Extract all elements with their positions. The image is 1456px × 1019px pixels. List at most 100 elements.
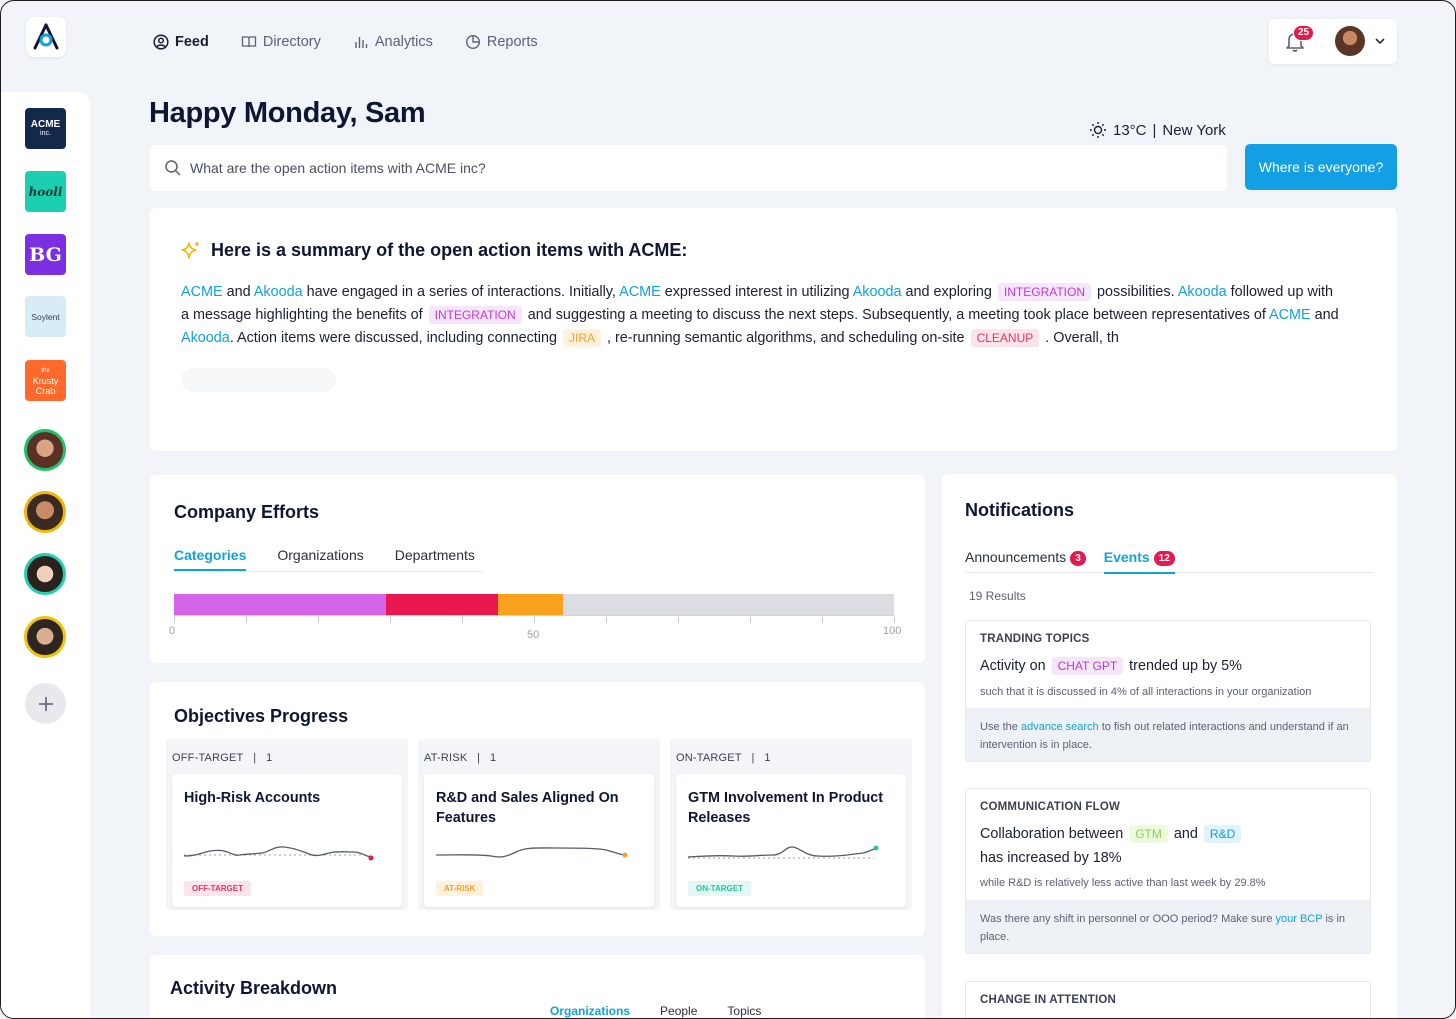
count-badge: 3 xyxy=(1070,550,1086,566)
tab-people[interactable]: People xyxy=(660,1004,698,1018)
notification-line: Activity on CHAT GPT trended up by 5% xyxy=(980,657,1242,675)
sidebar: ACME inc. hooli BG Soylent the Krusty Cr… xyxy=(1,92,90,1018)
entity-link[interactable]: Akooda xyxy=(181,330,230,346)
loading-skeleton xyxy=(181,368,336,392)
axis-tick xyxy=(390,616,391,623)
summary-text: possibilities. xyxy=(1093,284,1178,300)
company-efforts-card: Company Efforts Categories Organizations… xyxy=(150,475,925,663)
sidebar-item-acme[interactable]: ACME inc. xyxy=(25,108,66,149)
tab-topics[interactable]: Topics xyxy=(727,1004,762,1018)
efforts-axis xyxy=(174,615,895,623)
axis-tick xyxy=(534,616,535,623)
entity-link[interactable]: Akooda xyxy=(852,284,902,300)
acme-logo-text: ACME xyxy=(30,118,61,130)
bcp-link[interactable]: your BCP xyxy=(1275,913,1323,925)
topic-tag[interactable]: CLEANUP xyxy=(970,329,1040,347)
acme-logo-sub: inc. xyxy=(40,129,51,137)
entity-link[interactable]: Akooda xyxy=(253,284,303,300)
objectives-progress-card: Objectives Progress OFF-TARGET | 1 High-… xyxy=(150,682,925,936)
axis-label-mid: 50 xyxy=(527,629,540,641)
axis-tick xyxy=(318,616,319,623)
topic-tag[interactable]: JIRA xyxy=(562,329,601,347)
entity-link[interactable]: Akooda xyxy=(1177,284,1227,300)
footer-text: Was there any shift in personnel or OOO … xyxy=(980,913,1276,925)
user-avatar[interactable] xyxy=(1335,26,1365,56)
notification-card[interactable]: COMMUNICATION FLOW Collaboration between… xyxy=(965,788,1371,954)
search-input[interactable]: What are the open action items with ACME… xyxy=(150,145,1227,191)
nav-reports[interactable]: Reports xyxy=(465,31,538,53)
bar-segment[interactable] xyxy=(386,594,498,615)
summary-text: and suggesting a meeting to discuss the … xyxy=(523,307,1270,323)
tab-events[interactable]: Events 12 xyxy=(1103,549,1175,574)
count-badge: 12 xyxy=(1153,550,1175,566)
app-logo[interactable] xyxy=(26,17,66,57)
bar-segment[interactable] xyxy=(174,594,387,615)
user-menu: 25 xyxy=(1269,19,1397,64)
weather-temp: 13°C xyxy=(1113,121,1147,139)
notification-heading: TRANDING TOPICS xyxy=(980,633,1090,645)
activity-title: Activity Breakdown xyxy=(170,978,338,998)
topic-tag[interactable]: R&D xyxy=(1203,825,1242,843)
summary-text: have engaged in a series of interactions… xyxy=(302,284,620,300)
sidebar-person-avatar[interactable] xyxy=(24,429,66,471)
summary-text: and exploring xyxy=(901,284,996,300)
sidebar-person-avatar[interactable] xyxy=(24,553,66,595)
nav-feed[interactable]: Feed xyxy=(153,31,209,53)
tab-organizations[interactable]: Organizations xyxy=(550,1004,631,1018)
nav-directory-label: Directory xyxy=(262,34,321,50)
notification-badge: 25 xyxy=(1293,25,1315,41)
nav-directory[interactable]: Directory xyxy=(241,31,321,53)
entity-link[interactable]: ACME xyxy=(619,284,661,300)
summary-text: . Action items were discussed, including… xyxy=(229,330,561,346)
objective-card[interactable]: GTM Involvement In Product Releases ON-T… xyxy=(676,774,906,907)
status-badge: OFF-TARGET xyxy=(184,881,251,896)
topic-tag[interactable]: GTM xyxy=(1129,825,1168,843)
bar-segment[interactable] xyxy=(497,594,563,615)
notification-text: Activity on xyxy=(980,658,1046,674)
efforts-stacked-bar xyxy=(174,594,894,615)
hooli-logo-text: hooli xyxy=(28,184,63,199)
pie-chart-icon xyxy=(465,34,480,50)
search-icon xyxy=(165,160,181,176)
add-button[interactable] xyxy=(25,683,66,724)
advance-search-link[interactable]: advance search xyxy=(1020,721,1099,733)
axis-tick xyxy=(894,616,895,623)
summary-body: ACME and Akooda have engaged in a series… xyxy=(181,281,1341,350)
notification-subtext: such that it is discussed in 4% of all i… xyxy=(980,686,1312,698)
topic-tag[interactable]: INTEGRATION xyxy=(428,306,522,324)
sidebar-item-bg[interactable]: BG xyxy=(25,234,66,275)
entity-link[interactable]: ACME xyxy=(1269,307,1311,323)
where-is-everyone-button[interactable]: Where is everyone? xyxy=(1245,144,1397,190)
bg-logo-text: BG xyxy=(29,243,62,266)
sidebar-person-avatar[interactable] xyxy=(24,491,66,533)
objective-sparkline xyxy=(436,847,628,858)
topic-tag[interactable]: CHAT GPT xyxy=(1051,657,1124,675)
sidebar-person-avatar[interactable] xyxy=(24,616,66,658)
summary-text: expressed interest in utilizing xyxy=(660,284,853,300)
sidebar-item-krusty-crab[interactable]: the Krusty Crab xyxy=(25,360,66,401)
objective-card[interactable]: High-Risk Accounts OFF-TARGET xyxy=(172,774,402,907)
sidebar-item-hooli[interactable]: hooli xyxy=(25,171,66,212)
plus-icon xyxy=(38,696,53,711)
tab-categories[interactable]: Categories xyxy=(174,547,247,571)
notification-card[interactable]: TRANDING TOPICS Activity on CHAT GPT tre… xyxy=(965,620,1371,762)
notification-card[interactable]: CHANGE IN ATTENTION xyxy=(965,981,1371,1018)
objective-card[interactable]: R&D and Sales Aligned On Features AT-RIS… xyxy=(424,774,654,907)
separator: | xyxy=(751,752,755,764)
sparkle-icon xyxy=(181,241,199,259)
book-icon xyxy=(241,36,256,48)
topic-tag[interactable]: INTEGRATION xyxy=(997,283,1092,301)
nav-analytics[interactable]: Analytics xyxy=(353,31,433,53)
tab-departments[interactable]: Departments xyxy=(394,547,475,563)
objective-column-off-target: OFF-TARGET | 1 High-Risk Accounts OFF-TA… xyxy=(166,739,408,910)
top-nav: Feed Directory Analytics Reports xyxy=(153,31,570,53)
entity-link[interactable]: ACME xyxy=(181,284,223,300)
objectives-title: Objectives Progress xyxy=(174,706,349,726)
chevron-down-icon[interactable] xyxy=(1373,34,1387,48)
sidebar-item-soylent[interactable]: Soylent xyxy=(25,296,66,337)
status-label: ON-TARGET xyxy=(676,752,742,764)
tab-announcements[interactable]: Announcements 3 xyxy=(965,549,1086,574)
tab-organizations[interactable]: Organizations xyxy=(277,547,364,563)
krusty-logo-text: Krusty Crab xyxy=(32,375,59,396)
summary-title-text: Here is a summary of the open action ite… xyxy=(211,240,688,260)
